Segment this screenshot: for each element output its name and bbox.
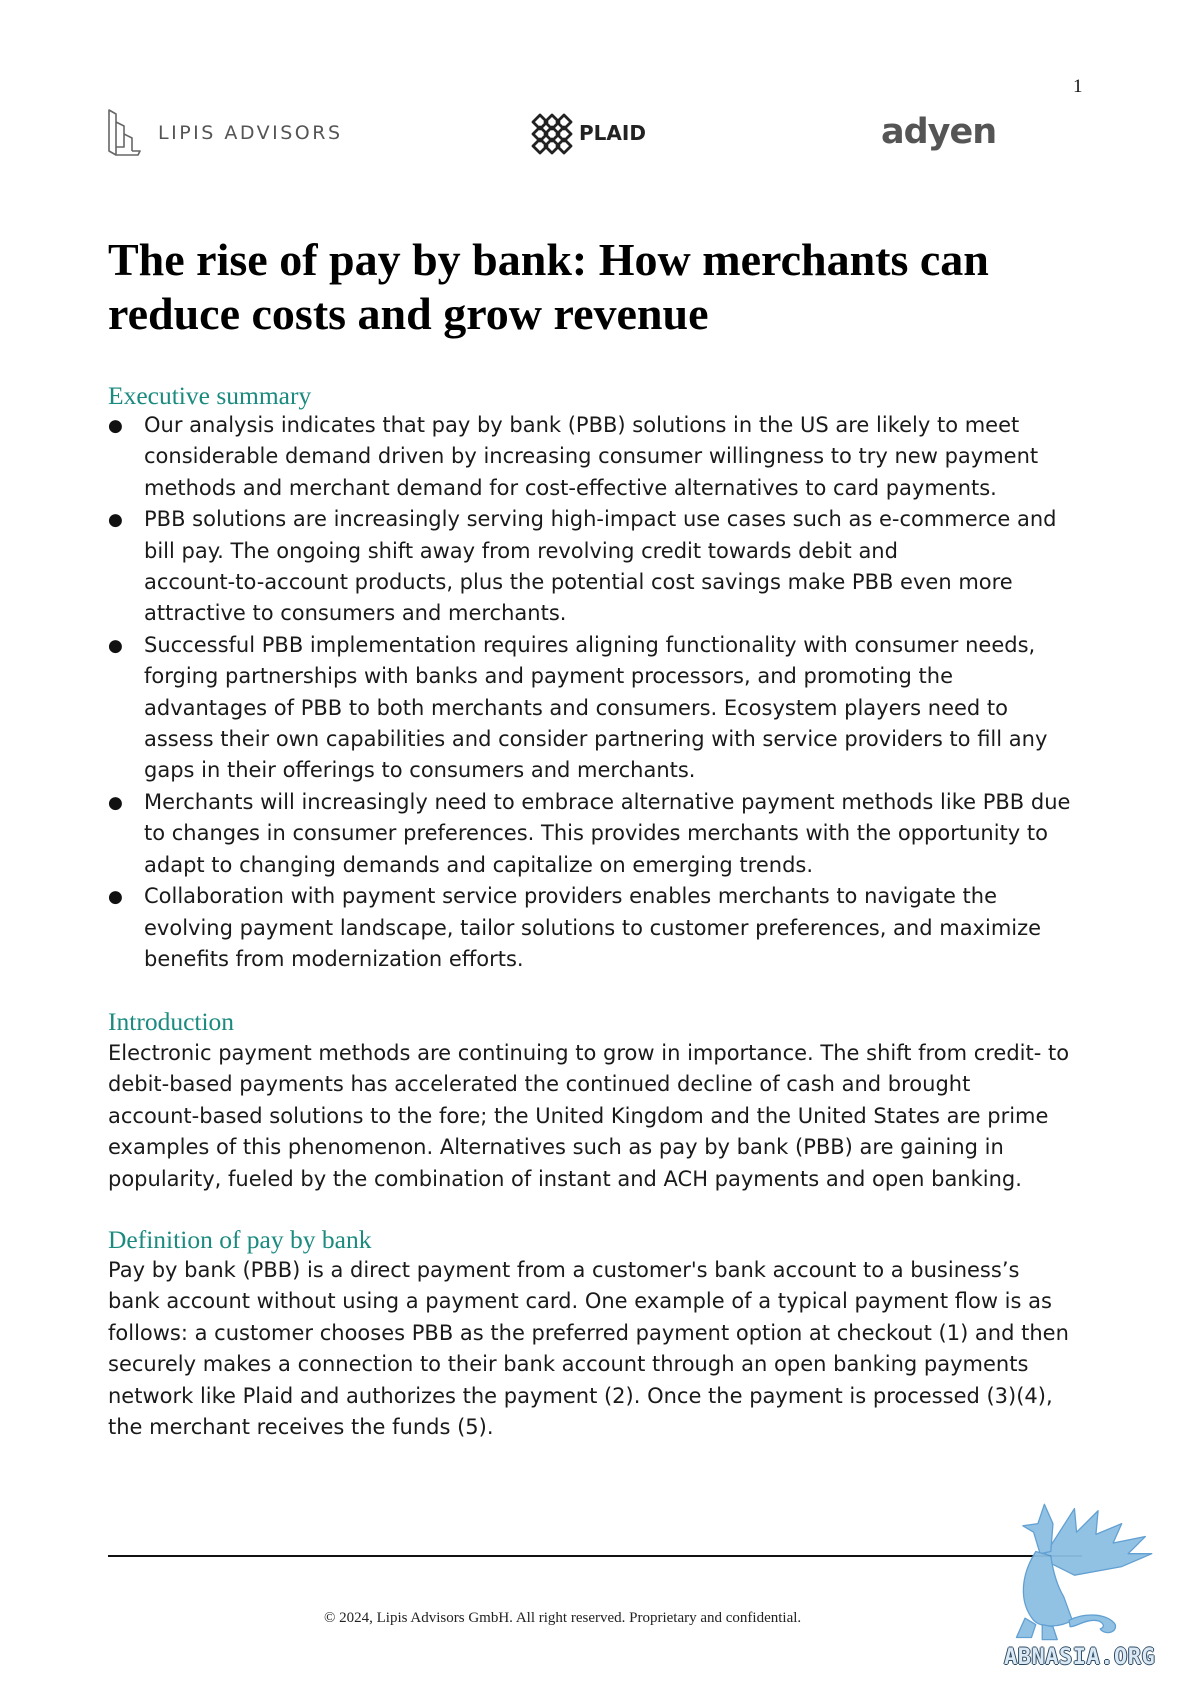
paragraph-line: bank account without using a payment car… (108, 1289, 1052, 1314)
paragraph-line: securely makes a connection to their ban… (108, 1352, 1029, 1377)
paragraph-line: network like Plaid and authorizes the pa… (108, 1383, 1053, 1408)
paragraph-line: Electronic payment methods are continuin… (108, 1041, 1070, 1065)
bullet-line: forging partnerships with banks and paym… (144, 664, 954, 689)
executive-summary-list: ● Our analysis indicates that pay by ban… (108, 410, 1070, 975)
paragraph-line: the merchant receives the funds (5). (108, 1415, 494, 1440)
lipis-advisors-logo: LIPIS ADVISORS (107, 105, 347, 161)
paragraph-line: Pay by bank (PBB) is a direct payment fr… (108, 1258, 1020, 1282)
paragraph-line: debit-based payments has accelerated the… (108, 1072, 971, 1097)
bullet-line: Merchants will increasingly need to embr… (144, 789, 1071, 814)
title-line: reduce costs and grow revenue (108, 287, 709, 339)
bullet-item: ● Collaboration with payment service pro… (108, 881, 1070, 975)
bullet-line: to changes in consumer preferences. This… (144, 821, 1048, 846)
bullet-line: PBB solutions are increasingly serving h… (144, 507, 1057, 532)
page-number: 1 (1073, 76, 1083, 97)
bullet-dot-icon: ● (108, 510, 123, 531)
section-heading-introduction: Introduction (108, 1007, 235, 1036)
paragraph-line: popularity, fueled by the combination of… (108, 1166, 1022, 1191)
plaid-logo: PLAID (531, 111, 651, 157)
bullet-line: evolving payment landscape, tailor solut… (144, 915, 1042, 940)
lipis-advisors-wordmark: LIPIS ADVISORS (158, 122, 343, 144)
lipis-advisors-logo-icon (108, 109, 141, 156)
plaid-logo-icon (531, 113, 573, 155)
bullet-item: ● Merchants will increasingly need to em… (108, 787, 1070, 881)
bullet-line: adapt to changing demands and capitalize… (144, 852, 814, 877)
bullet-line: Collaboration with payment service provi… (144, 884, 998, 909)
title-line: The rise of pay by bank: How merchants c… (108, 234, 989, 285)
bullet-dot-icon: ● (108, 635, 123, 656)
section-heading-definition: Definition of pay by bank (108, 1225, 372, 1254)
introduction-paragraph: Electronic payment methods are continuin… (108, 1038, 1069, 1195)
bullet-dot-icon: ● (108, 887, 123, 908)
bullet-line: methods and merchant demand for cost-eff… (144, 475, 997, 500)
section-heading-executive-summary: Executive summary (108, 381, 312, 410)
footer-copyright: © 2024, Lipis Advisors GmbH. All right r… (324, 1610, 802, 1626)
adyen-logo: adyen (881, 112, 997, 152)
bullet-dot-icon: ● (108, 416, 123, 436)
paragraph-line: examples of this phenomenon. Alternative… (108, 1135, 1004, 1160)
bullet-line: benefits from modernization efforts. (144, 946, 524, 971)
bullet-item: ● Our analysis indicates that pay by ban… (108, 410, 1070, 504)
bullet-line: considerable demand driven by increasing… (144, 444, 1039, 469)
bullet-line: gaps in their offerings to consumers and… (144, 758, 696, 783)
bullet-line: bill pay. The ongoing shift away from re… (144, 538, 898, 563)
plaid-wordmark: PLAID (579, 121, 646, 145)
definition-paragraph: Pay by bank (PBB) is a direct payment fr… (108, 1255, 1069, 1443)
bullet-item: ● Successful PBB implementation requires… (108, 630, 1070, 787)
bullet-line: advantages of PBB to both merchants and … (144, 695, 1008, 720)
paragraph-line: follows: a customer chooses PBB as the p… (108, 1320, 1069, 1345)
bullet-line: assess their own capabilities and consid… (144, 727, 1048, 752)
bullet-line: attractive to consumers and merchants. (144, 601, 567, 626)
footer-divider (108, 1555, 1082, 1557)
watermark-text: ABNASIA.ORG (1004, 1645, 1156, 1670)
bullet-item: ● PBB solutions are increasingly serving… (108, 504, 1070, 630)
bullet-line: Successful PBB implementation requires a… (144, 632, 1036, 657)
page-title: The rise of pay by bank: How merchants c… (108, 233, 989, 340)
bullet-dot-icon: ● (108, 792, 123, 813)
bullet-line: Our analysis indicates that pay by bank … (144, 413, 1020, 437)
paragraph-line: account-based solutions to the fore; the… (108, 1103, 1049, 1128)
bullet-line: account-to-account products, plus the po… (144, 570, 1013, 595)
griffin-watermark-icon (1015, 1503, 1153, 1641)
